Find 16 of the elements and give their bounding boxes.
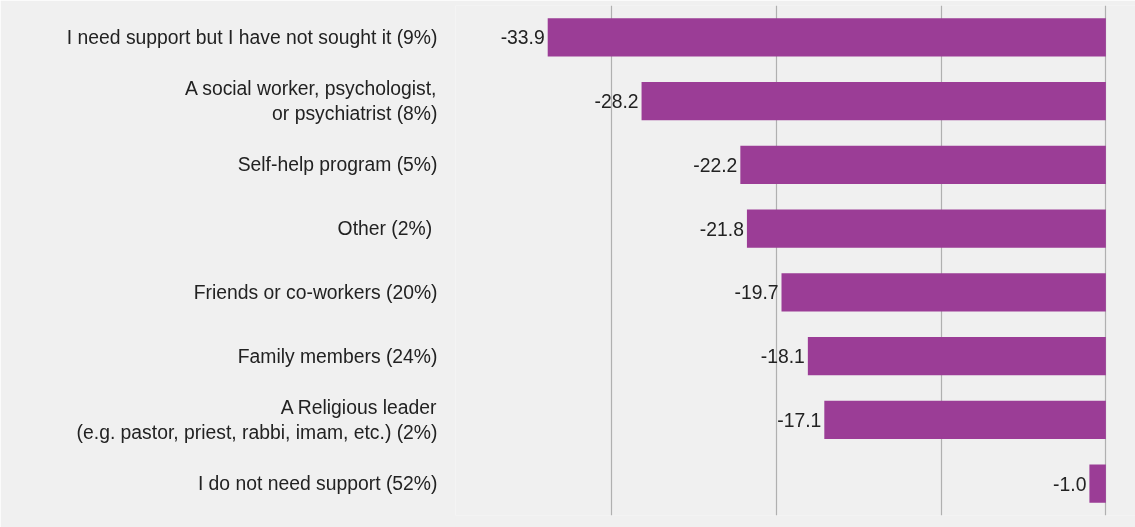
y-tick-label: A Religious leader (e.g. pastor, priest, rabbi, imam, etc.) (2%) [76, 396, 438, 443]
y-tick-label: Self-help program (5%) [237, 154, 438, 176]
data-label: -17.1 [777, 409, 822, 431]
data-label: -1.0 [1053, 473, 1087, 495]
data-label: -19.7 [734, 282, 779, 304]
data-label: -18.1 [760, 346, 805, 368]
y-tick-label: Friends or co-workers (20%) [193, 281, 438, 303]
y-tick-label: A social worker, psychologist, or psychiatrist (8%) [185, 78, 438, 125]
y-tick-label: Other (2%) [337, 218, 433, 240]
y-tick-label: I do not need support (52%) [197, 473, 438, 495]
y-tick-label: Family members (24%) [237, 345, 438, 367]
data-label: -28.2 [594, 91, 639, 113]
data-label: -33.9 [500, 27, 545, 49]
data-label: -22.2 [693, 154, 738, 176]
y-tick-label: I need support but I have not sought it (9%) [66, 26, 438, 48]
data-label: -21.8 [699, 218, 744, 240]
